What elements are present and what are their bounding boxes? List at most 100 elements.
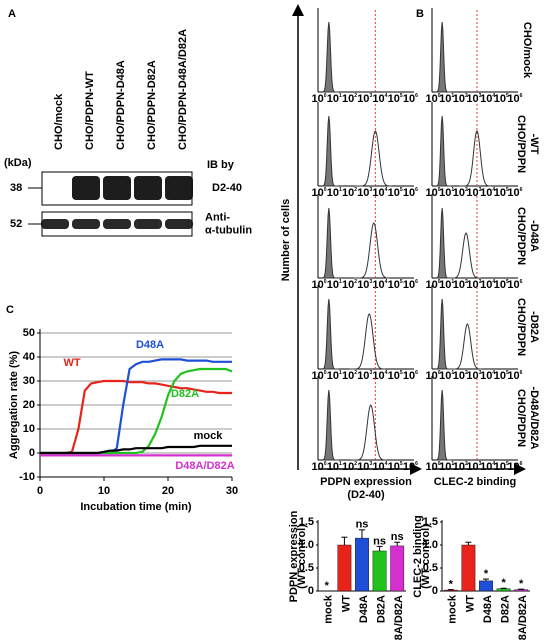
blot-band [103,219,131,229]
x-tick-label: 101 [327,461,342,473]
x-tick-label: 102 [342,279,357,291]
marker-label: 38 [10,182,22,194]
row-label: CHO/PDPN [515,207,527,265]
significance-label: * [484,568,489,580]
control-histogram [323,207,339,279]
x-tick-label: 106 [507,279,522,291]
x-tick-label: 103 [357,461,372,473]
blot-band [72,219,100,229]
control-histogram [436,21,452,93]
x-tick-label: 103 [466,279,481,291]
y-tick-label: 0.5 [299,562,314,574]
x-tick-label: 105 [388,279,403,291]
row-label: -WT [528,134,540,155]
antibody-label: α-tubulin [205,224,252,236]
x-tick-label: 104 [480,279,495,291]
y-tick-label: -10 [19,471,35,483]
significance-label: * [325,580,330,592]
x-tick-label: 105 [494,279,509,291]
control-histogram [436,115,452,187]
x-tick-label: 103 [357,93,372,105]
series-label: D48A [136,339,164,351]
y-tick-label: 1.5 [299,516,314,528]
row-label: CHO/mock [521,22,533,79]
x-tick-label: 103 [466,370,481,382]
x-tick-label: 101 [439,187,454,199]
x-tick-label: D48A/D82A [393,595,405,640]
x-tick-label: 102 [342,370,357,382]
control-histogram [436,207,452,279]
blot-band [72,176,100,200]
y-axis-label: (WT control) [420,524,432,589]
panel-label: A [8,8,16,20]
y-tick-label: 0 [308,585,314,597]
bar [479,580,493,592]
x-tick-label: 101 [439,93,454,105]
blot-band [41,219,69,229]
lane-label: CHO/PDPN-D48A/D82A [177,29,189,150]
x-tick-label: 104 [372,187,387,199]
bar [337,544,352,592]
x-tick-label: 100 [425,187,440,199]
x-tick-label: 105 [388,187,403,199]
x-tick-label: D48A/D82A [517,595,529,640]
x-axis-label: Incubation time (min) [80,501,192,513]
x-tick-label: 30 [226,485,238,497]
y-tick-label: 40 [23,351,35,363]
lane-label: CHO/PDPN-WT [84,71,96,150]
significance-label: * [449,579,454,591]
x-tick-label: 101 [327,93,342,105]
x-tick-label: 101 [439,370,454,382]
bar [461,544,476,592]
blot-band [134,219,162,229]
row-label: CHO/PDPN [515,115,527,173]
x-tick-label: D82A [376,595,388,623]
kda-label: (kDa) [4,157,32,169]
x-tick-label: 104 [372,279,387,291]
x-tick-label: 103 [466,187,481,199]
panel-label: B [416,8,424,20]
x-tick-label: 106 [403,93,418,105]
x-tick-label: 105 [388,370,403,382]
x-tick-label: 102 [342,187,357,199]
row-label: -D82A [528,311,540,343]
x-tick-label: 104 [372,93,387,105]
significance-label: ns [356,519,369,531]
series-label: WT [63,357,80,369]
sample-histogram [449,323,482,370]
x-tick-label: 102 [342,461,357,473]
y-axis-label: (WT control) [296,524,308,589]
x-tick-label: 102 [453,279,468,291]
series-line [40,379,232,455]
significance-label: ns [373,535,386,547]
marker-label: 52 [10,218,22,230]
sample-histogram [349,313,386,370]
blot-band [165,219,193,229]
x-tick-label: 101 [327,370,342,382]
x-tick-label: 101 [327,279,342,291]
x-tick-label: 105 [494,93,509,105]
x-tick-label: 104 [480,370,495,382]
x-tick-label: 104 [480,93,495,105]
panel-label: C [6,304,14,316]
x-tick-label: 100 [311,279,326,291]
bar [355,537,369,592]
x-tick-label: 105 [494,187,509,199]
x-tick-label: D48A [482,595,494,623]
series-label: D48A/D82A [175,460,234,472]
x-tick-label: 106 [507,93,522,105]
x-tick-label: 106 [507,461,522,473]
significance-label: ns [391,531,404,543]
series-line [40,444,232,455]
x-tick-label: 106 [403,461,418,473]
x-tick-label: WT [464,595,476,612]
lane-label: CHO/mock [53,93,65,150]
x-tick-label: 103 [357,187,372,199]
x-tick-label: 102 [342,93,357,105]
antibody-label: D2-40 [212,182,242,194]
x-tick-label: 20 [162,485,174,497]
y-tick-label: 0 [29,447,35,459]
x-tick-label: D48A [358,595,370,623]
control-histogram [436,389,452,461]
sample-histogram [354,222,390,279]
